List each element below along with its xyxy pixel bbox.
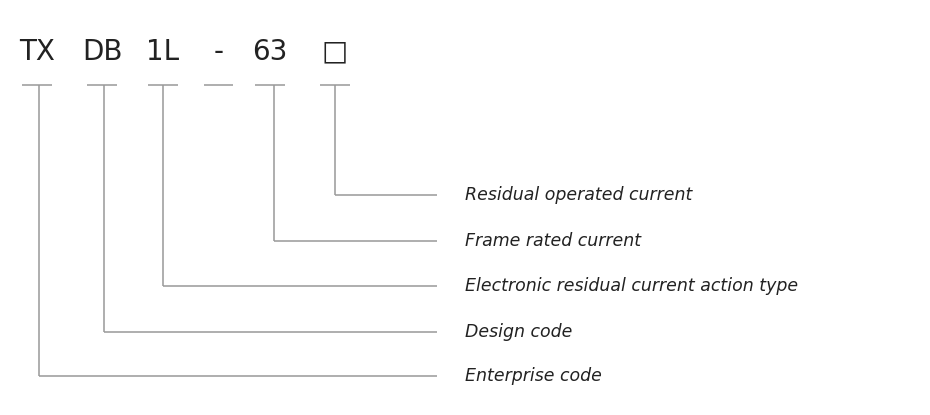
Text: 63: 63 bbox=[252, 38, 287, 66]
Text: Enterprise code: Enterprise code bbox=[465, 366, 602, 385]
Text: -: - bbox=[214, 38, 223, 66]
Text: TX: TX bbox=[20, 38, 55, 66]
Text: Frame rated current: Frame rated current bbox=[465, 232, 641, 250]
Text: □: □ bbox=[322, 38, 348, 66]
Text: DB: DB bbox=[82, 38, 123, 66]
Text: Design code: Design code bbox=[465, 323, 572, 341]
Text: 1L: 1L bbox=[146, 38, 179, 66]
Text: Electronic residual current action type: Electronic residual current action type bbox=[465, 277, 798, 295]
Text: Residual operated current: Residual operated current bbox=[465, 186, 692, 204]
